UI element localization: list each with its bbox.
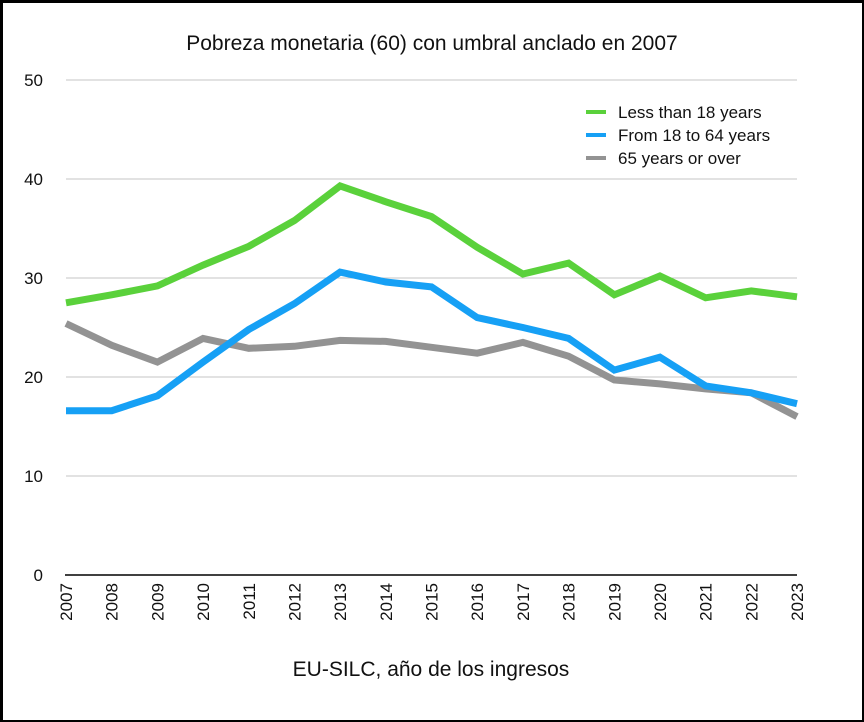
x-tick-label: 2017 [514, 583, 533, 621]
legend: Less than 18 years From 18 to 64 years 65 … [586, 103, 770, 168]
x-tick-label: 2010 [194, 583, 213, 621]
chart-title: Pobreza monetaria (60) con umbral anclad… [186, 32, 677, 55]
x-tick-label: 2016 [468, 583, 487, 621]
y-tick-label: 40 [24, 170, 43, 189]
x-tick-label: 2011 [240, 583, 259, 620]
y-tick-label: 20 [24, 368, 43, 387]
x-axis-label: EU-SILC, año de los ingresos [293, 658, 570, 681]
x-tick-label: 2020 [651, 583, 670, 621]
legend-label: From 18 to 64 years [618, 126, 770, 145]
series-lines [64, 181, 799, 420]
x-tick-label: 2019 [605, 583, 624, 621]
x-tick-label: 2014 [377, 583, 396, 621]
x-tick-label: 2021 [697, 583, 716, 621]
x-tick-label: 2007 [57, 583, 76, 621]
x-tick-label: 2018 [560, 583, 579, 621]
x-tick-label: 2009 [148, 583, 167, 621]
x-tick-label: 2015 [423, 583, 442, 621]
y-tick-label: 30 [24, 269, 43, 288]
series-line-2 [64, 320, 799, 420]
y-axis-ticks: 0 10 20 30 40 50 [24, 71, 43, 585]
x-tick-label: 2022 [742, 583, 761, 621]
x-tick-label: 2013 [331, 583, 350, 621]
legend-label: 65 years or over [618, 149, 741, 168]
x-tick-label: 2008 [103, 583, 122, 621]
y-tick-label: 0 [34, 566, 43, 585]
x-tick-label: 2023 [788, 583, 807, 621]
legend-label: Less than 18 years [618, 103, 762, 122]
x-tick-label: 2012 [285, 583, 304, 621]
y-tick-label: 10 [24, 467, 43, 486]
y-tick-label: 50 [24, 71, 43, 90]
x-axis-ticks: 2007 2008 2009 2010 2011 2012 2013 2014 2015 2016… [57, 583, 807, 621]
